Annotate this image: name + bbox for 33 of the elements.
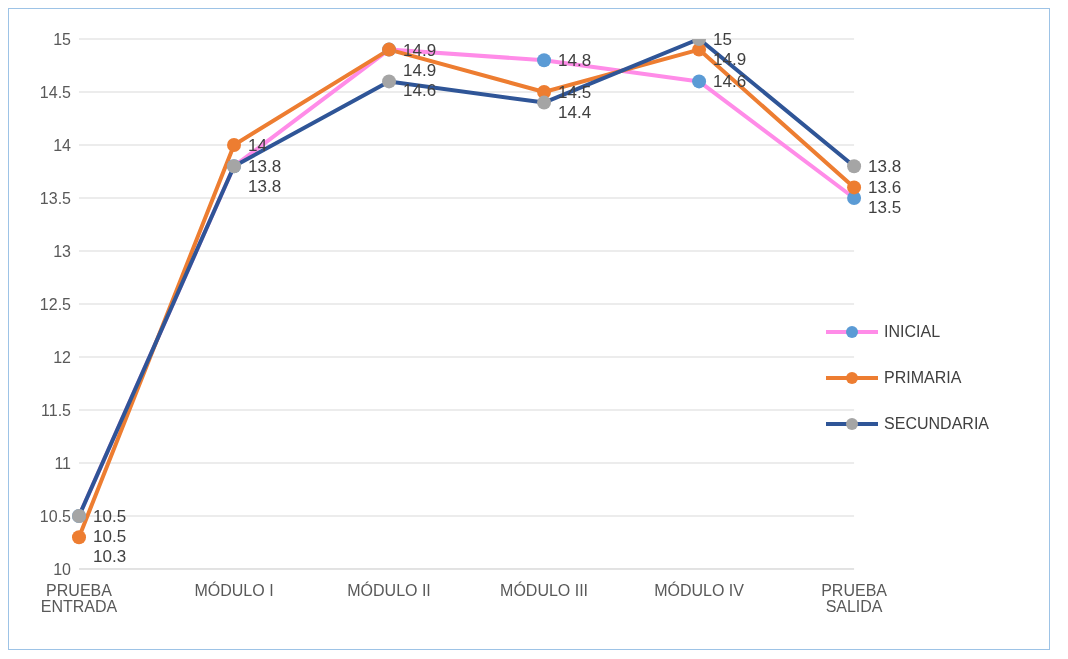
x-tick-label: MÓDULO II [347,581,431,600]
x-tick-label: MÓDULO IV [654,581,745,600]
data-label: 14 [248,135,267,155]
data-label: 13.8 [248,177,282,197]
y-tick-label: 14.5 [39,83,72,101]
x-tick-label: MÓDULO I [194,581,274,600]
data-label: 15 [713,29,732,49]
data-label: 13.8 [248,157,282,177]
data-label: 10.5 [93,526,127,546]
y-tick-label: 13.5 [39,189,72,207]
y-tick-label: 14 [53,136,72,154]
x-tick-label: MÓDULO III [500,581,589,600]
data-label: 13.5 [868,198,902,218]
y-tick-label: 10 [53,560,72,578]
y-tick-label: 12 [53,348,72,366]
data-label: 10.3 [93,546,127,566]
y-tick-label: 11 [54,454,72,472]
data-label: 14.9 [403,40,437,60]
legend-label: SECUNDARIA [884,415,989,433]
x-tick-label: PRUEBA ENTRADA [40,582,118,616]
y-tick-label: 15 [53,30,72,48]
y-tick-label: 13 [53,242,72,260]
y-tick-label: 12.5 [39,295,72,313]
y-tick-label: 11.5 [41,401,72,419]
legend-label: INICIAL [884,323,941,341]
data-label: 13.6 [868,178,902,198]
x-tick-label: PRUEBA SALIDA [821,582,888,616]
data-label: 14.9 [403,60,437,80]
data-label: 14.4 [558,102,592,122]
data-label: 13.8 [868,157,902,177]
y-tick-label: 10.5 [39,507,72,525]
data-label: 10.5 [93,506,127,526]
legend-label: PRIMARIA [884,369,962,387]
